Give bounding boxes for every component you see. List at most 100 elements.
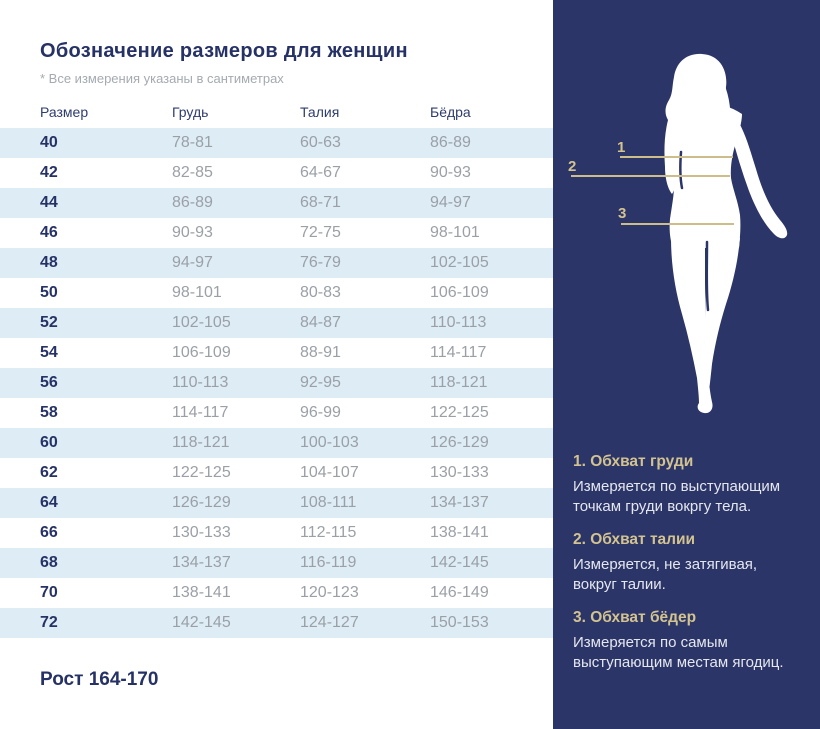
table-row: 72 142-145 124-127 150-153 — [0, 608, 553, 638]
cell-hips: 94-97 — [430, 194, 471, 211]
table-row: 70 138-141 120-123 146-149 — [0, 578, 553, 608]
chest-line-label: 1 — [617, 139, 626, 156]
legend-item-chest: 1. Обхват груди Измеряется по выступающи… — [573, 452, 811, 517]
table-row: 56 110-113 92-95 118-121 — [0, 368, 553, 398]
cell-hips: 118-121 — [430, 374, 488, 391]
table-row: 50 98-101 80-83 106-109 — [0, 278, 553, 308]
cell-size: 64 — [40, 494, 58, 511]
cell-waist: 68-71 — [300, 194, 341, 211]
cell-hips: 114-117 — [430, 344, 487, 361]
table-row: 64 126-129 108-111 134-137 — [0, 488, 553, 518]
waist-measure-line — [571, 175, 730, 177]
cell-waist: 112-115 — [300, 524, 357, 541]
cell-size: 42 — [40, 164, 58, 181]
cell-size: 52 — [40, 314, 58, 331]
table-row: 44 86-89 68-71 94-97 — [0, 188, 553, 218]
cell-size: 58 — [40, 404, 58, 421]
column-header-size: Размер — [40, 103, 89, 120]
cell-waist: 80-83 — [300, 284, 341, 301]
legend-item-waist: 2. Обхват талии Измеряется, не затягивая… — [573, 530, 811, 595]
page-title: Обозначение размеров для женщин — [40, 40, 408, 62]
cell-size: 62 — [40, 464, 58, 481]
cell-hips: 134-137 — [430, 494, 489, 511]
cell-hips: 102-105 — [430, 254, 489, 271]
legend-item-hips: 3. Обхват бёдер Измеряется по самым выст… — [573, 608, 811, 673]
cell-chest: 122-125 — [172, 464, 231, 481]
cell-hips: 146-149 — [430, 584, 489, 601]
table-row: 54 106-109 88-91 114-117 — [0, 338, 553, 368]
column-header-hips: Бёдра — [430, 103, 471, 120]
table-row: 42 82-85 64-67 90-93 — [0, 158, 553, 188]
cell-chest: 78-81 — [172, 134, 213, 151]
cell-hips: 130-133 — [430, 464, 489, 481]
column-header-chest: Грудь — [172, 103, 209, 120]
cell-size: 66 — [40, 524, 58, 541]
cell-waist: 116-119 — [300, 554, 357, 571]
cell-waist: 96-99 — [300, 404, 341, 421]
cell-chest: 90-93 — [172, 224, 213, 241]
cell-size: 68 — [40, 554, 58, 571]
legend-item-title: 2. Обхват талии — [573, 531, 696, 548]
cell-waist: 92-95 — [300, 374, 341, 391]
cell-chest: 82-85 — [172, 164, 213, 181]
cell-size: 56 — [40, 374, 58, 391]
table-section: Обозначение размеров для женщин * Все из… — [0, 40, 553, 690]
cell-size: 40 — [40, 134, 58, 151]
cell-waist: 108-111 — [300, 494, 357, 511]
cell-chest: 142-145 — [172, 614, 231, 631]
column-header-waist: Талия — [300, 103, 340, 120]
table-row: 60 118-121 100-103 126-129 — [0, 428, 553, 458]
table-row: 58 114-117 96-99 122-125 — [0, 398, 553, 428]
legend-item-desc-line: Измеряется, не затягивая, — [573, 556, 758, 573]
waist-line-label: 2 — [568, 158, 577, 175]
cell-size: 72 — [40, 614, 58, 631]
cell-chest: 94-97 — [172, 254, 213, 271]
table-row: 48 94-97 76-79 102-105 — [0, 248, 553, 278]
cell-waist: 100-103 — [300, 434, 359, 451]
cell-size: 70 — [40, 584, 58, 601]
cell-hips: 90-93 — [430, 164, 471, 181]
cell-waist: 72-75 — [300, 224, 341, 241]
cell-size: 48 — [40, 254, 58, 271]
figure-panel: 1 2 3 1. Обхват груди Измеряется по выст… — [553, 0, 820, 729]
cell-chest: 102-105 — [172, 314, 231, 331]
table-row: 52 102-105 84-87 110-113 — [0, 308, 553, 338]
legend-item-desc-line: Измеряется по выступающим — [573, 478, 781, 495]
cell-chest: 126-129 — [172, 494, 231, 511]
cell-chest: 134-137 — [172, 554, 231, 571]
cell-waist: 76-79 — [300, 254, 341, 271]
legend-item-title: 3. Обхват бёдер — [573, 609, 697, 626]
cell-waist: 84-87 — [300, 314, 341, 331]
cell-chest: 118-121 — [172, 434, 230, 451]
cell-chest: 110-113 — [172, 374, 229, 391]
cell-waist: 124-127 — [300, 614, 359, 631]
cell-size: 46 — [40, 224, 58, 241]
table-row: 68 134-137 116-119 142-145 — [0, 548, 553, 578]
cell-size: 50 — [40, 284, 58, 301]
table-row: 66 130-133 112-115 138-141 — [0, 518, 553, 548]
cell-hips: 142-145 — [430, 554, 489, 571]
hips-line-label: 3 — [618, 205, 627, 222]
legend-item-desc-line: Измеряется по самым — [573, 634, 728, 651]
cell-hips: 86-89 — [430, 134, 471, 151]
cell-size: 54 — [40, 344, 58, 361]
height-note: Рост 164-170 — [40, 669, 159, 690]
table-row: 46 90-93 72-75 98-101 — [0, 218, 553, 248]
size-table: 40 78-81 60-63 86-89 42 82-85 64-67 90-9… — [0, 128, 553, 638]
cell-hips: 106-109 — [430, 284, 489, 301]
cell-hips: 98-101 — [430, 224, 480, 241]
hips-measure-line — [621, 223, 734, 225]
cell-hips: 150-153 — [430, 614, 489, 631]
cell-hips: 138-141 — [430, 524, 489, 541]
legend-item-title: 1. Обхват груди — [573, 453, 694, 470]
measurement-legend: 1. Обхват груди Измеряется по выступающи… — [573, 452, 811, 686]
cell-size: 60 — [40, 434, 58, 451]
cell-hips: 110-113 — [430, 314, 487, 331]
cell-size: 44 — [40, 194, 58, 211]
cell-waist: 64-67 — [300, 164, 341, 181]
cell-hips: 126-129 — [430, 434, 489, 451]
cell-chest: 86-89 — [172, 194, 213, 211]
cell-hips: 122-125 — [430, 404, 489, 421]
legend-item-desc-line: вокруг талии. — [573, 576, 666, 593]
